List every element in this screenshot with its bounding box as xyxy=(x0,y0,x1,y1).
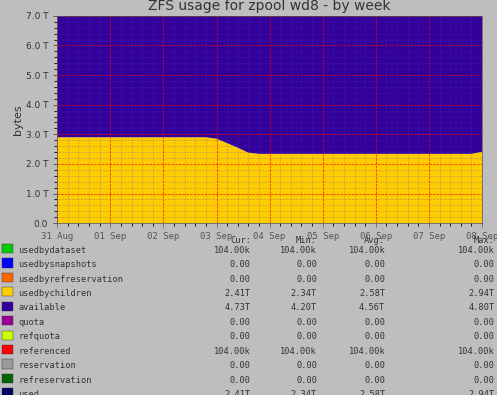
Bar xyxy=(2,331,13,340)
Text: 104.00k: 104.00k xyxy=(280,246,317,255)
Text: quota: quota xyxy=(18,318,45,327)
Text: 0.00: 0.00 xyxy=(230,318,251,327)
Text: 0.00: 0.00 xyxy=(474,275,495,284)
Text: 0.00: 0.00 xyxy=(474,376,495,385)
Bar xyxy=(2,258,13,267)
Bar xyxy=(2,374,13,383)
Text: 0.00: 0.00 xyxy=(364,260,385,269)
Text: 104.00k: 104.00k xyxy=(348,246,385,255)
Text: 0.00: 0.00 xyxy=(364,275,385,284)
Text: 104.00k: 104.00k xyxy=(280,347,317,356)
Text: usedbychildren: usedbychildren xyxy=(18,289,92,298)
Text: 104.00k: 104.00k xyxy=(214,246,251,255)
Text: Min:: Min: xyxy=(296,236,317,245)
Text: usedbydataset: usedbydataset xyxy=(18,246,86,255)
Text: 2.41T: 2.41T xyxy=(225,289,251,298)
Text: 0.00: 0.00 xyxy=(296,260,317,269)
Text: 0.00: 0.00 xyxy=(296,376,317,385)
Text: usedbysnapshots: usedbysnapshots xyxy=(18,260,97,269)
Text: 2.94T: 2.94T xyxy=(468,390,495,395)
Text: refreservation: refreservation xyxy=(18,376,92,385)
Text: 2.58T: 2.58T xyxy=(359,390,385,395)
Bar xyxy=(2,388,13,395)
Text: 4.56T: 4.56T xyxy=(359,303,385,312)
Text: 0.00: 0.00 xyxy=(364,318,385,327)
Text: used: used xyxy=(18,390,39,395)
Bar xyxy=(2,302,13,311)
Bar xyxy=(2,345,13,354)
Text: 0.00: 0.00 xyxy=(474,361,495,370)
Bar xyxy=(2,273,13,282)
Bar xyxy=(2,287,13,296)
Title: ZFS usage for zpool wd8 - by week: ZFS usage for zpool wd8 - by week xyxy=(149,0,391,13)
Text: 104.00k: 104.00k xyxy=(458,347,495,356)
Text: 0.00: 0.00 xyxy=(296,275,317,284)
Text: Avg:: Avg: xyxy=(364,236,385,245)
Text: refquota: refquota xyxy=(18,332,61,341)
Text: RRDTOOL / TOBI OETIKER: RRDTOOL / TOBI OETIKER xyxy=(489,89,494,171)
Text: 0.00: 0.00 xyxy=(230,275,251,284)
Text: 0.00: 0.00 xyxy=(364,332,385,341)
Text: 0.00: 0.00 xyxy=(230,260,251,269)
Text: 0.00: 0.00 xyxy=(474,260,495,269)
Y-axis label: bytes: bytes xyxy=(13,104,23,135)
Text: 0.00: 0.00 xyxy=(230,361,251,370)
Text: 2.34T: 2.34T xyxy=(291,390,317,395)
Text: 0.00: 0.00 xyxy=(296,318,317,327)
Text: 0.00: 0.00 xyxy=(296,361,317,370)
Text: referenced: referenced xyxy=(18,347,71,356)
Text: 0.00: 0.00 xyxy=(364,361,385,370)
Text: Cur:: Cur: xyxy=(230,236,251,245)
Text: 0.00: 0.00 xyxy=(474,318,495,327)
Text: 0.00: 0.00 xyxy=(230,376,251,385)
Text: usedbyrefreservation: usedbyrefreservation xyxy=(18,275,123,284)
Text: 2.34T: 2.34T xyxy=(291,289,317,298)
Text: Max:: Max: xyxy=(474,236,495,245)
Text: 0.00: 0.00 xyxy=(364,376,385,385)
Text: 104.00k: 104.00k xyxy=(214,347,251,356)
Text: 2.58T: 2.58T xyxy=(359,289,385,298)
Text: 0.00: 0.00 xyxy=(230,332,251,341)
Text: 2.94T: 2.94T xyxy=(468,289,495,298)
Text: 104.00k: 104.00k xyxy=(458,246,495,255)
Bar xyxy=(2,244,13,253)
Text: 4.80T: 4.80T xyxy=(468,303,495,312)
Text: available: available xyxy=(18,303,66,312)
Text: 4.20T: 4.20T xyxy=(291,303,317,312)
Bar xyxy=(2,359,13,369)
Text: 2.41T: 2.41T xyxy=(225,390,251,395)
Bar xyxy=(2,316,13,325)
Text: 0.00: 0.00 xyxy=(296,332,317,341)
Text: 0.00: 0.00 xyxy=(474,332,495,341)
Text: reservation: reservation xyxy=(18,361,76,370)
Text: 4.73T: 4.73T xyxy=(225,303,251,312)
Text: 104.00k: 104.00k xyxy=(348,347,385,356)
